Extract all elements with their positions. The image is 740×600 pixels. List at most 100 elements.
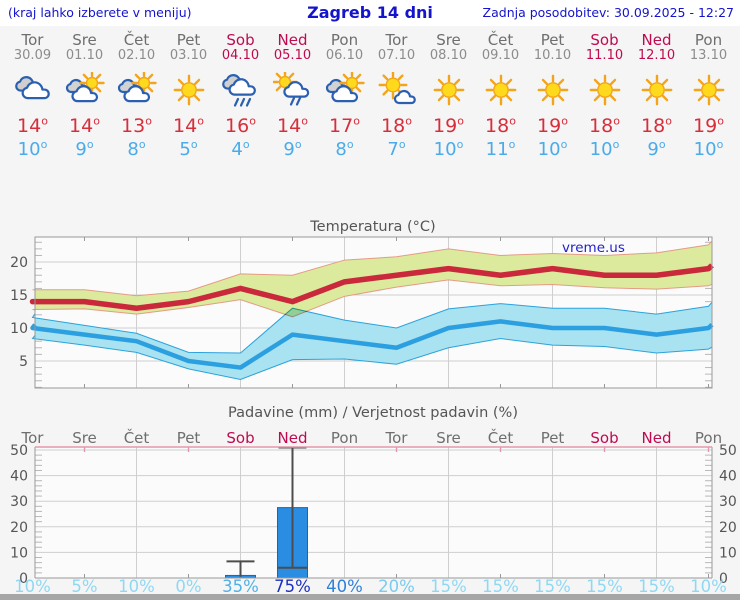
high-temperature: 14o: [17, 114, 48, 137]
day-column-10.10[interactable]: Pet 10.10 19o 10o: [527, 26, 579, 176]
svg-text:10: 10: [10, 321, 28, 337]
precip-probability-row: 10% 5% 10% 0% 35% 75% 40% 20% 15% 15% 15% 15% 15% 10%: [0, 578, 740, 596]
day-name: Tor: [385, 31, 408, 49]
day-name: Sre: [436, 31, 461, 49]
temperature-chart: Temperatura (°C) 5 10 15 20 vreme.us: [10, 219, 714, 389]
svg-text:50: 50: [719, 443, 737, 459]
sunny-icon: [527, 72, 579, 112]
svg-text:0: 0: [719, 571, 728, 587]
day-name: Sob: [590, 31, 619, 49]
day-column-04.10[interactable]: Sob 04.10 16o 4o: [215, 26, 267, 176]
page-title: Zagreb 14 dni: [307, 3, 433, 22]
min-temperature-line: [30, 319, 714, 370]
high-temperature: 18o: [485, 114, 516, 137]
high-temperature: 19o: [433, 114, 464, 137]
day-name: Ned: [641, 31, 672, 49]
header: (kraj lahko izberete v meniju) Zagreb 14…: [0, 0, 740, 26]
day-column-11.10[interactable]: Sob 11.10 18o 10o: [579, 26, 631, 176]
high-temperature: 18o: [641, 114, 672, 137]
last-update-label: Zadnja posodobitev: 30.09.2025 - 12:27: [482, 5, 734, 20]
day-name: Sre: [72, 31, 97, 49]
sunny-icon: [423, 72, 475, 112]
location-menu-hint[interactable]: (kraj lahko izberete v meniju): [8, 5, 192, 20]
precip-probability: 15%: [534, 577, 571, 596]
vreme-us-watermark[interactable]: vreme.us: [562, 240, 625, 256]
precip-probability: 40%: [326, 577, 363, 596]
precip-probability: 10%: [14, 577, 51, 596]
max-temperature-line: [29, 263, 714, 311]
sunny-icon: [683, 72, 735, 112]
day-column-02.10[interactable]: Čet 02.10 13o 8o: [111, 26, 163, 176]
svg-text:50: 50: [10, 443, 28, 459]
precipitation-plot-area: 0 0 10 10 20 20 30 30 40 40 50 50: [10, 443, 737, 587]
precip-day-label: Sre: [436, 429, 461, 447]
high-temperature: 19o: [693, 114, 724, 137]
low-temperature: 9o: [647, 138, 666, 160]
precip-probability: 10%: [690, 577, 727, 596]
precip-probability: 35%: [222, 577, 259, 596]
precip-day-label: Čet: [124, 428, 150, 447]
day-column-01.10[interactable]: Sre 01.10 14o 9o: [59, 26, 111, 176]
day-column-09.10[interactable]: Čet 09.10 18o 11o: [475, 26, 527, 176]
day-name: Čet: [487, 31, 514, 49]
high-temperature: 14o: [69, 114, 100, 137]
low-temperature: 10o: [433, 138, 464, 160]
day-name: Pet: [540, 31, 565, 49]
day-date: 09.10: [481, 48, 520, 63]
low-temperature: 5o: [179, 138, 198, 160]
precip-day-label: Tor: [385, 429, 409, 447]
temperature-plot-area: 5 10 15 20: [10, 236, 714, 389]
low-temperature: 9o: [75, 138, 94, 160]
gridlines: 0 0 10 10 20 20 30 30 40 40 50 50: [10, 443, 737, 587]
precip-day-label: Sre: [72, 429, 97, 447]
day-date: 10.10: [533, 48, 572, 63]
day-date: 30.09: [13, 48, 52, 63]
day-name: Pon: [694, 31, 723, 49]
day-date: 06.10: [325, 48, 364, 63]
day-column-07.10[interactable]: Tor 07.10 18o 7o: [371, 26, 423, 176]
low-temperature: 7o: [387, 138, 406, 160]
day-date: 04.10: [221, 48, 260, 63]
precipitation-chart: Padavine (mm) / Verjetnost padavin (%) T…: [10, 405, 737, 587]
svg-text:20: 20: [719, 520, 737, 536]
high-temperature: 18o: [381, 114, 412, 137]
svg-text:20: 20: [10, 255, 28, 271]
svg-text:20: 20: [10, 520, 28, 536]
day-column-13.10[interactable]: Pon 13.10 19o 10o: [683, 26, 735, 176]
day-column-08.10[interactable]: Sre 08.10 19o 10o: [423, 26, 475, 176]
precip-probability: 15%: [482, 577, 519, 596]
day-column-30.09[interactable]: Tor 30.09 14o 10o: [7, 26, 59, 176]
day-column-03.10[interactable]: Pet 03.10 14o 5o: [163, 26, 215, 176]
day-date: 01.10: [65, 48, 104, 63]
precip-probability: 5%: [71, 577, 98, 596]
low-temperature: 8o: [127, 138, 146, 160]
low-temperature: 10o: [537, 138, 568, 160]
day-column-05.10[interactable]: Ned 05.10 14o 9o: [267, 26, 319, 176]
sunny-icon: [163, 72, 215, 112]
svg-text:5: 5: [19, 354, 28, 370]
svg-text:10: 10: [719, 545, 737, 561]
precip-probability: 10%: [118, 577, 155, 596]
high-temperature: 13o: [121, 114, 152, 137]
svg-text:0: 0: [19, 571, 28, 587]
day-date: 08.10: [429, 48, 468, 63]
footer-bar: [0, 594, 740, 600]
precip-probability: 75%: [274, 577, 311, 596]
mostly-sunny-icon: [371, 70, 423, 112]
precip-day-label: Ned: [278, 429, 308, 447]
partly-cloudy-icon: [319, 70, 371, 112]
day-name: Ned: [277, 31, 308, 49]
precip-day-label: Sob: [590, 429, 618, 447]
day-date: 12.10: [637, 48, 676, 63]
day-name: Pet: [176, 31, 201, 49]
precip-day-label: Tor: [21, 429, 45, 447]
precip-day-label: Pet: [541, 429, 565, 447]
day-column-06.10[interactable]: Pon 06.10 17o 8o: [319, 26, 371, 176]
day-column-12.10[interactable]: Ned 12.10 18o 9o: [631, 26, 683, 176]
svg-text:40: 40: [719, 469, 737, 485]
day-date: 11.10: [585, 48, 624, 63]
day-date: 05.10: [273, 48, 312, 63]
low-temperature: 10o: [589, 138, 620, 160]
partly-cloudy-icon: [59, 70, 111, 112]
